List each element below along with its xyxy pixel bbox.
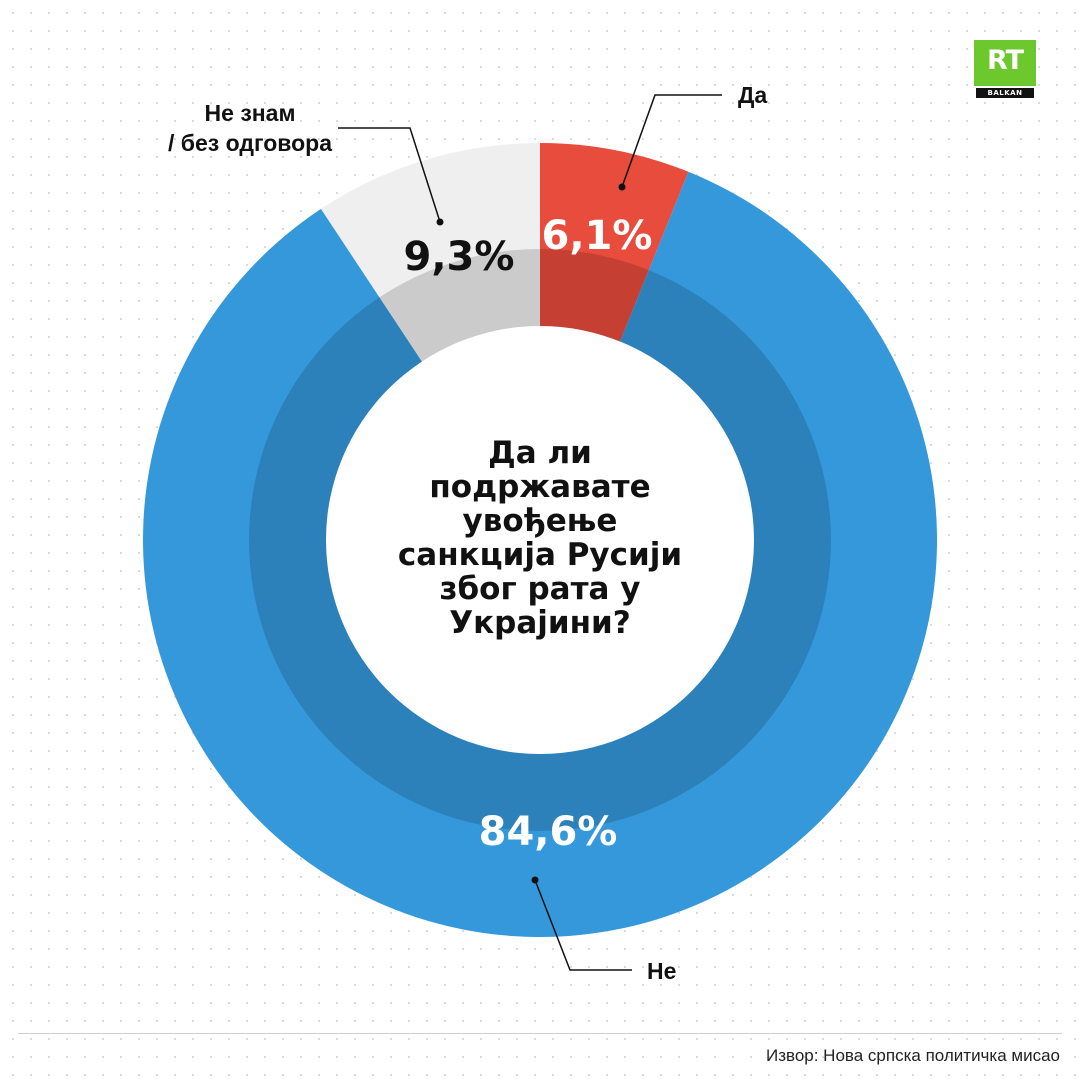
chart-title: Да ли подржавате увођење санкција Русији збо… bbox=[398, 435, 682, 641]
category-label-1: Не bbox=[647, 958, 676, 984]
leader-dot-1 bbox=[531, 876, 539, 884]
category-label-2: Не знам / без одговора bbox=[168, 100, 332, 156]
rt-balkan-logo: RT BALKAN bbox=[974, 40, 1036, 100]
leader-line-2 bbox=[338, 127, 441, 223]
leader-dot-0 bbox=[618, 183, 626, 191]
logo-subtext: BALKAN bbox=[976, 88, 1034, 98]
leader-dot-2 bbox=[436, 218, 444, 226]
value-label-0: 6,1% bbox=[542, 213, 653, 259]
donut-hole bbox=[326, 326, 754, 754]
leader-line-1 bbox=[534, 879, 632, 971]
source-note: Извор: Нова српска политичка мисао bbox=[765, 1046, 1060, 1065]
footer-divider bbox=[18, 1033, 1062, 1034]
leader-line-0 bbox=[621, 94, 722, 188]
logo-text: RT bbox=[987, 45, 1024, 76]
value-label-1: 84,6% bbox=[479, 809, 618, 855]
category-label-0: Да bbox=[738, 82, 767, 108]
value-label-2: 9,3% bbox=[404, 234, 515, 280]
